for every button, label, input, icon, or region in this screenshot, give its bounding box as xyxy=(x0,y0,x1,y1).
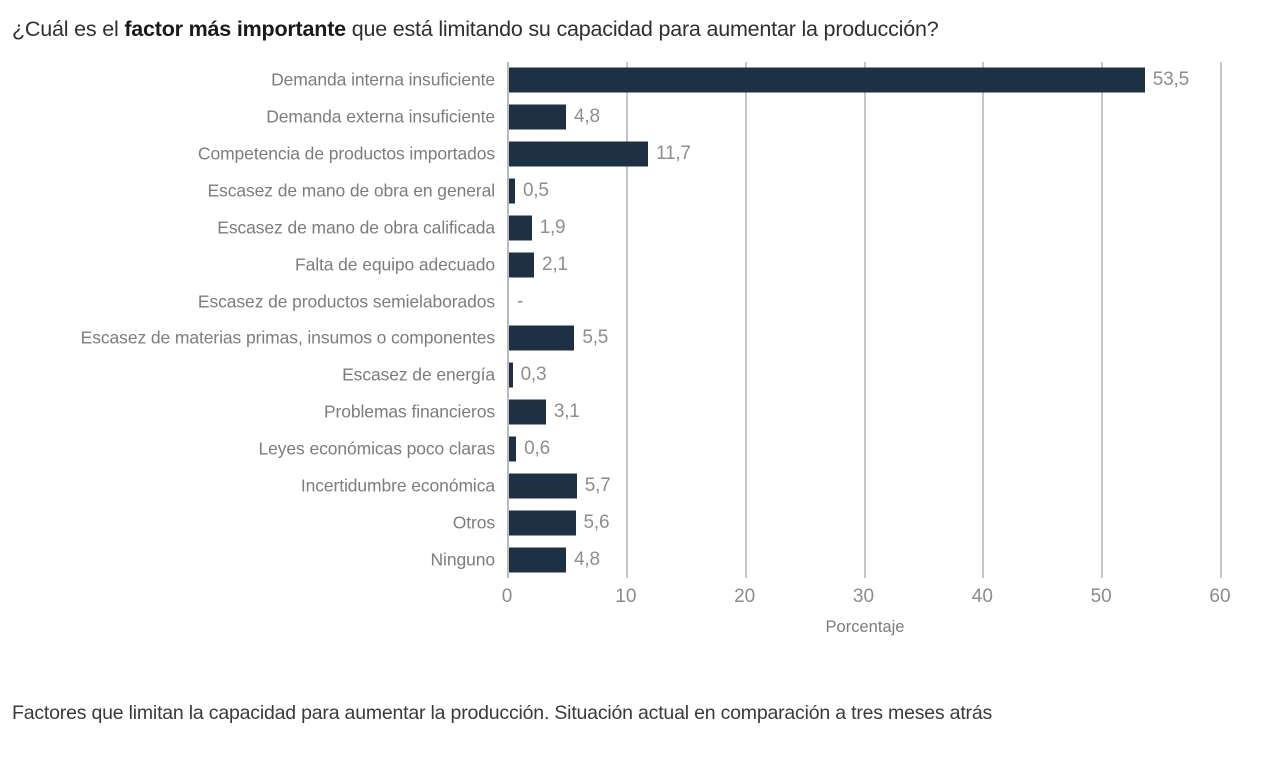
gridline-60 xyxy=(1220,62,1222,578)
bar-value-label: 5,6 xyxy=(583,511,610,533)
plot-area xyxy=(507,62,1222,578)
bar-row: Demanda interna insuficiente 53,5 xyxy=(0,62,1262,99)
bar-row: Escasez de energía 0,3 xyxy=(0,357,1262,394)
bar-category-label: Escasez de materias primas, insumos o co… xyxy=(80,327,495,348)
bar xyxy=(509,252,534,278)
bar-row: Escasez de materias primas, insumos o co… xyxy=(0,320,1262,357)
bar xyxy=(509,547,567,573)
bar-row: Problemas financieros 3,1 xyxy=(0,394,1262,431)
bar xyxy=(509,473,577,499)
page-title-emphasis: factor más importante xyxy=(124,17,346,41)
bar-value-label: 0,5 xyxy=(522,179,549,201)
bar-value-label: 53,5 xyxy=(1152,69,1189,91)
bar-category-label: Escasez de mano de obra calificada xyxy=(217,217,495,238)
bar-value-label: 3,1 xyxy=(553,401,580,423)
x-axis: Porcentaje 0 10 20 30 40 50 60 xyxy=(0,578,1262,648)
bar-value-label: 4,8 xyxy=(574,106,600,128)
bar-row: Competencia de productos importados 11,7 xyxy=(0,136,1262,173)
bar-rows: Demanda interna insuficiente 53,5 Demanda … xyxy=(0,62,1262,578)
bar xyxy=(509,104,567,130)
bar xyxy=(509,325,575,351)
gridline-30 xyxy=(863,62,866,578)
x-tick-label-0: 0 xyxy=(501,586,513,607)
gridline-40 xyxy=(982,62,985,578)
bar-value-label: 4,8 xyxy=(574,548,600,570)
bar-row: Leyes económicas poco claras 0,6 xyxy=(0,431,1262,468)
bar xyxy=(509,178,515,204)
x-tick-label-50: 50 xyxy=(1090,586,1112,607)
bar-category-label: Incertidumbre económica xyxy=(300,475,495,496)
x-tick-label-40: 40 xyxy=(971,586,993,607)
bar-category-label: Falta de equipo adecuado xyxy=(295,254,495,275)
chart-caption: Factores que limitan la capacidad para a… xyxy=(12,702,993,724)
bar xyxy=(509,67,1145,93)
bar-category-label: Ninguno xyxy=(430,549,496,570)
page-title: ¿Cuál es el factor más importante que es… xyxy=(12,14,1242,44)
page-title-prefix: ¿Cuál es el xyxy=(12,17,125,41)
bar-chart: Demanda interna insuficiente 53,5 Demanda … xyxy=(0,62,1262,648)
bar-value-label: 5,7 xyxy=(584,474,611,496)
bar-value-label: 1,9 xyxy=(539,216,566,238)
bar-row: Escasez de productos semielaborados - xyxy=(0,283,1262,320)
bar xyxy=(509,215,532,241)
bar-row: Incertidumbre económica 5,7 xyxy=(0,467,1262,504)
bar xyxy=(509,399,546,425)
bar-category-label: Leyes económicas poco claras xyxy=(258,438,496,459)
bar-value-label: - xyxy=(517,290,524,312)
bar-value-label: 2,1 xyxy=(541,253,568,275)
bar-row: Escasez de mano de obra en general 0,5 xyxy=(0,173,1262,210)
x-tick-label-10: 10 xyxy=(615,586,637,607)
bar-category-label: Competencia de productos importados xyxy=(197,143,495,164)
bar-category-label: Demanda interna insuficiente xyxy=(271,69,495,90)
bar-row: Falta de equipo adecuado 2,1 xyxy=(0,246,1262,283)
gridline-20 xyxy=(744,62,747,578)
bar-category-label: Otros xyxy=(452,512,495,533)
bar xyxy=(509,436,517,462)
bar xyxy=(509,362,513,388)
bar-row: Escasez de mano de obra calificada 1,9 xyxy=(0,209,1262,246)
page-title-suffix: que está limitando su capacidad para aum… xyxy=(345,17,939,41)
gridline-50 xyxy=(1101,62,1104,578)
bar xyxy=(509,510,576,536)
x-axis-title: Porcentaje xyxy=(825,618,905,636)
bar-category-label: Escasez de energía xyxy=(342,364,495,385)
x-tick-label-20: 20 xyxy=(734,586,756,607)
bar-category-label: Escasez de productos semielaborados xyxy=(197,291,495,312)
gridline-10 xyxy=(625,62,628,578)
bar-row: Ninguno 4,8 xyxy=(0,541,1262,578)
bar xyxy=(509,141,649,167)
bar-category-label: Problemas financieros xyxy=(323,401,495,422)
bar-value-label: 0,6 xyxy=(524,437,550,459)
bar-category-label: Demanda externa insuficiente xyxy=(266,106,495,127)
gridline-0 xyxy=(507,62,509,578)
bar-value-label: 0,3 xyxy=(520,364,547,386)
bar-row: Otros 5,6 xyxy=(0,504,1262,541)
bar-category-label: Escasez de mano de obra en general xyxy=(207,180,496,201)
x-tick-label-60: 60 xyxy=(1209,586,1231,607)
bar-value-label: 11,7 xyxy=(656,143,691,165)
bar-row: Demanda externa insuficiente 4,8 xyxy=(0,99,1262,136)
x-tick-label-30: 30 xyxy=(852,586,875,607)
bar-value-label: 5,5 xyxy=(582,327,609,349)
